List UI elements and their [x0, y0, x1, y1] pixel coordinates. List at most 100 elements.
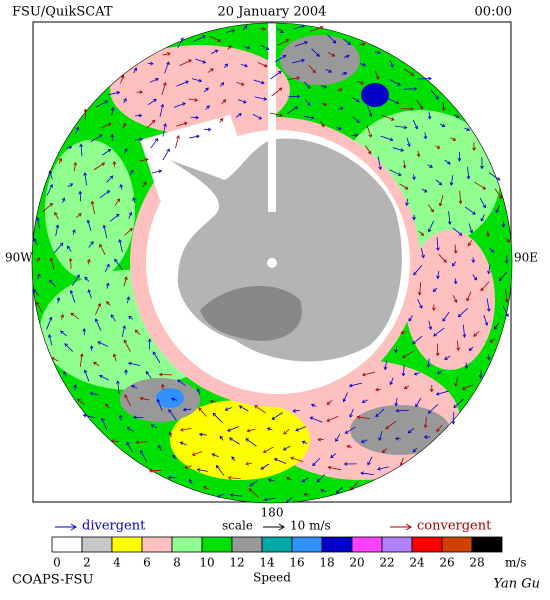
wind-arrow-head: [480, 287, 484, 292]
wind-arrow-head: [158, 444, 162, 449]
wind-arrow-head: [68, 145, 73, 150]
wind-arrow-head: [69, 289, 74, 294]
wind-arrow-head: [158, 169, 163, 174]
wind-arrow: [418, 230, 424, 236]
wind-arrow: [454, 114, 460, 118]
wind-arrow: [252, 113, 262, 120]
wind-arrow-head: [263, 63, 268, 68]
wind-arrow: [259, 27, 266, 30]
wind-arrow-head: [498, 195, 503, 199]
wind-arrow-head: [309, 416, 314, 420]
wind-arrow-head: [478, 374, 483, 379]
wind-arrow: [151, 424, 158, 429]
wind-arrow: [483, 314, 488, 326]
wind-arrow-head: [262, 449, 267, 454]
wind-arrow-head: [195, 115, 200, 120]
wind-arrow: [46, 317, 52, 330]
wind-arrow-head: [294, 106, 299, 110]
wind-arrow-head: [282, 447, 287, 451]
wind-arrow: [384, 359, 388, 370]
wind-arrow-head: [407, 143, 411, 147]
wind-arrow-head: [423, 135, 428, 140]
wind-arrow-head: [89, 391, 94, 396]
wind-arrow: [180, 441, 187, 446]
wind-arrow-head: [78, 213, 82, 217]
wind-arrow: [120, 75, 124, 84]
wind-arrow: [133, 67, 137, 74]
wind-arrow: [361, 439, 368, 443]
wind-arrow-head: [285, 39, 290, 43]
wind-arrow-head: [413, 271, 417, 276]
wind-arrow-head: [168, 431, 173, 436]
wind-arrow-head: [73, 161, 78, 166]
wind-arrow-head: [83, 369, 88, 374]
wind-arrow-head: [196, 388, 201, 392]
wind-arrow: [312, 457, 321, 466]
wind-arrow: [436, 390, 449, 395]
wind-arrow-head: [99, 374, 103, 379]
colorbar-box: [471, 536, 503, 553]
wind-arrow-head: [101, 162, 106, 166]
wind-arrow-head: [84, 276, 88, 281]
wind-arrow-head: [227, 45, 232, 49]
wind-arrow: [359, 63, 366, 66]
wind-arrow: [389, 59, 394, 68]
wind-arrow-head: [390, 117, 395, 121]
wind-arrow-head: [307, 85, 311, 90]
wind-arrow-head: [217, 494, 221, 498]
wind-arrow: [479, 197, 486, 208]
wind-arrow: [359, 43, 366, 46]
wind-arrow-head: [183, 121, 188, 126]
wind-arrow: [468, 223, 473, 233]
wind-arrow-head: [429, 388, 434, 393]
wind-arrow-head: [248, 488, 253, 492]
wind-arrow: [325, 68, 332, 73]
wind-arrow: [473, 330, 480, 337]
wind-arrow: [494, 188, 503, 199]
wind-arrow-head: [427, 115, 432, 120]
wind-arrow-head: [179, 441, 184, 445]
wind-arrow-head: [59, 242, 64, 247]
wind-arrow: [320, 120, 325, 127]
wind-arrow-head: [486, 356, 491, 361]
wind-arrow-head: [412, 448, 417, 453]
wind-arrow-head: [134, 329, 139, 334]
wind-arrow-head: [301, 478, 306, 483]
wind-arrow-head: [171, 397, 175, 402]
wind-arrow: [237, 99, 247, 104]
wind-arrow: [286, 106, 298, 115]
wind-arrow: [203, 486, 209, 490]
wind-arrow-head: [116, 90, 121, 95]
product-label: FSU/QuikSCAT: [12, 5, 113, 20]
wind-arrow-head: [110, 314, 115, 318]
wind-arrow: [145, 371, 152, 379]
wind-arrow-head: [139, 396, 144, 401]
wind-arrow: [336, 88, 343, 92]
wind-arrow-head: [110, 439, 115, 444]
wind-arrow: [349, 382, 362, 387]
wind-arrow-head: [77, 398, 81, 403]
wind-arrow-head: [133, 67, 137, 72]
wind-arrow: [173, 102, 186, 108]
wind-arrow-head: [394, 436, 399, 441]
wind-arrow-head: [98, 134, 103, 138]
wind-arrow: [415, 397, 422, 407]
wind-arrow: [95, 318, 102, 332]
wind-arrow: [372, 88, 377, 99]
wind-arrow-head: [224, 407, 229, 411]
wind-arrow: [365, 145, 372, 154]
wind-arrow: [126, 442, 133, 453]
wind-arrow-head: [414, 125, 419, 130]
wind-arrow-head: [427, 228, 432, 233]
wind-arrow: [328, 466, 341, 471]
wind-arrow: [402, 364, 405, 376]
wind-arrow-head: [432, 288, 437, 292]
wind-arrow-head: [438, 181, 443, 186]
wind-arrow: [257, 62, 268, 67]
wind-arrow: [502, 305, 509, 317]
wind-arrow-head: [172, 454, 176, 459]
wind-arrow: [404, 68, 414, 76]
wind-arrow: [437, 370, 442, 375]
wind-arrow: [487, 230, 489, 237]
wind-arrow-head: [120, 74, 125, 79]
